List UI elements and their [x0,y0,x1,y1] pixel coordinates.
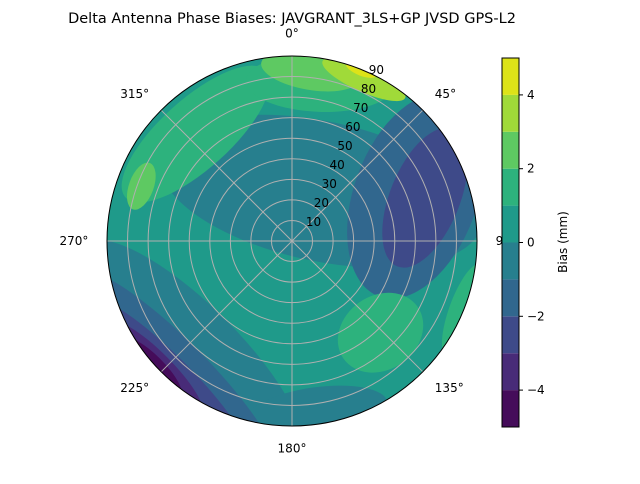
contour-region-5 [382,127,468,268]
radial-tick-label: 10 [306,215,321,229]
angular-gridline-225 [160,240,293,373]
radial-tick-label: 40 [329,158,344,172]
colorbar-band [502,279,519,317]
radial-tick-label: 50 [337,139,352,153]
angular-gridline-135 [291,240,424,373]
colorbar-band [502,390,519,427]
colorbar-tick-label: −2 [527,309,545,323]
polar-grid [107,56,477,426]
radial-tick-label: 30 [322,177,337,191]
colorbar-tick-label: 0 [527,236,535,250]
angle-tick-label: 180° [278,442,307,456]
angle-tick-label: 45° [435,87,456,101]
angle-tick-label: 270° [59,234,88,248]
angular-gridline-45 [291,109,424,242]
colorbar-band [502,353,519,391]
polar-plot-area [107,56,477,426]
radial-tick-label: 70 [353,101,368,115]
angle-tick-label: 0° [285,26,299,40]
angle-tick-label: 315° [120,87,149,101]
contour-region-9 [337,292,424,373]
colorbar-band [502,242,519,280]
colorbar-band [502,168,519,206]
colorbar-band [502,316,519,354]
angle-tick-label: 135° [435,381,464,395]
colorbar-band [502,131,519,169]
polar-frame [106,55,478,427]
colorbar-tick-label: 2 [527,162,535,176]
colorbar-band [502,205,519,243]
contour-region-14 [127,162,156,210]
colorbar-tick-label: 4 [527,88,535,102]
angle-tick-label: 225° [120,381,149,395]
colorbar-band [502,58,519,95]
colorbar: −4 −2 0 2 4 [501,57,545,428]
colorbar-tick-label: −4 [527,383,545,397]
contour-region-15 [322,57,406,102]
angular-gridline-315 [160,109,293,242]
radial-tick-label: 60 [345,120,360,134]
radial-tick-label: 80 [361,82,376,96]
colorbar-label: Bias (mm) [556,211,570,273]
radial-tick-label: 90 [369,63,384,77]
chart-title: Delta Antenna Phase Biases: JAVGRANT_3LS… [68,11,516,27]
radial-tick-label: 20 [314,196,329,210]
colorbar-band [502,94,519,132]
